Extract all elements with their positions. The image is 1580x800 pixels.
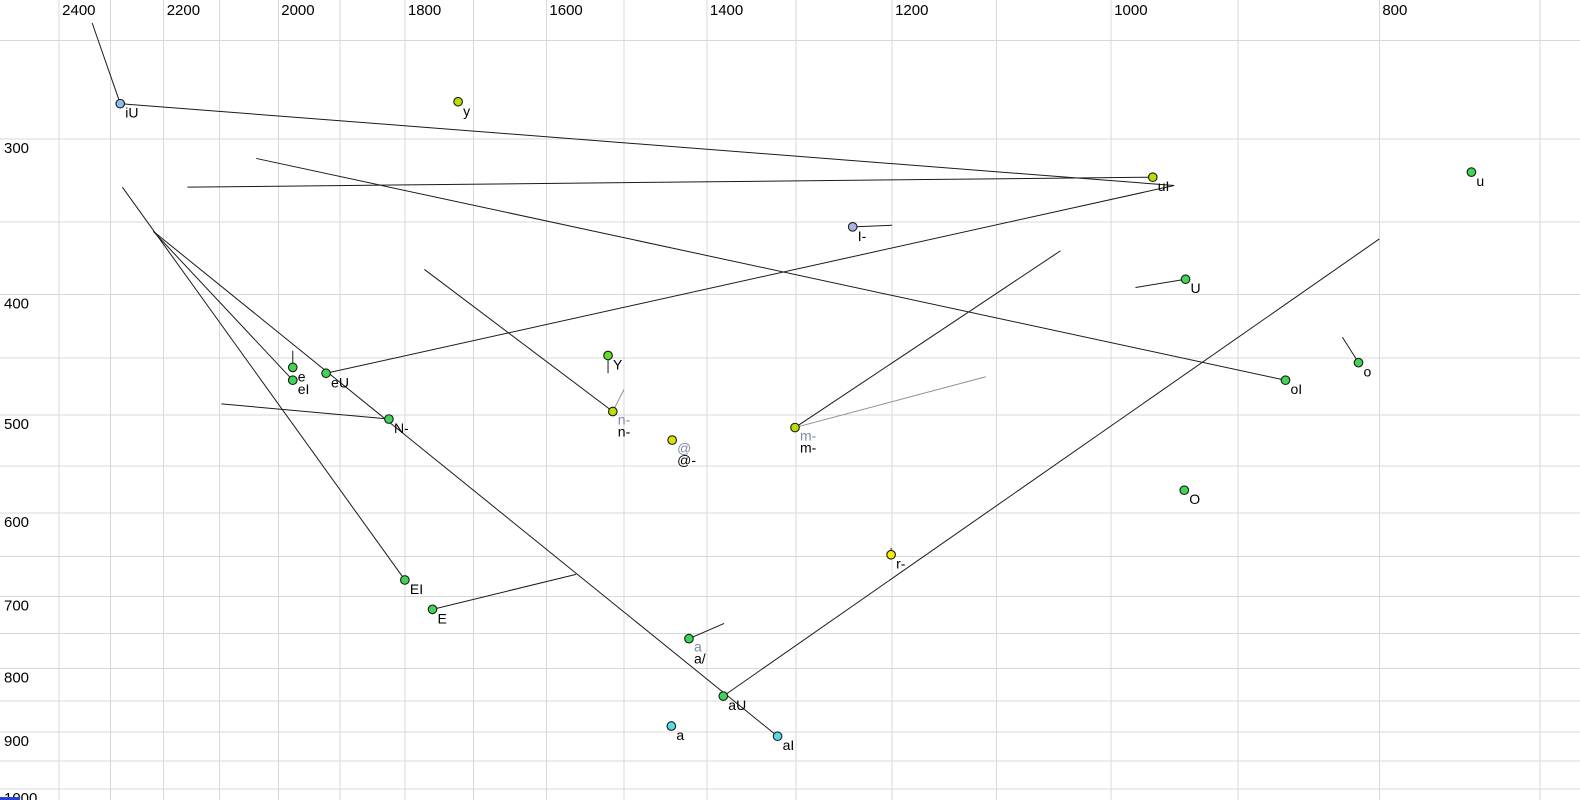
y-tick-800: 800 (4, 669, 29, 686)
y-tick-400: 400 (4, 295, 29, 312)
trajectory-U (1135, 278, 1186, 289)
label-y: y (463, 103, 470, 119)
x-tick-1200: 1200 (895, 2, 928, 19)
trajectory-o (1341, 336, 1359, 363)
trajectory-EI (121, 186, 406, 581)
point-oI[interactable] (1280, 375, 1291, 386)
label-@-: @- (677, 452, 696, 468)
y-tick-900: 900 (4, 733, 29, 750)
trajectory-iU (120, 103, 1175, 187)
point-u[interactable] (1466, 167, 1477, 178)
y-tick-700: 700 (4, 597, 29, 614)
x-tick-2400: 2400 (62, 2, 95, 19)
label-o: o (1364, 364, 1372, 380)
trajectory-eU (325, 185, 1175, 374)
point-E[interactable] (427, 604, 438, 615)
x-tick-1400: 1400 (710, 2, 743, 19)
trajectory-m--1 (794, 376, 986, 429)
x-tick-1800: 1800 (408, 2, 441, 19)
trajectory-aU (722, 238, 1380, 697)
trajectory-uI (187, 176, 1153, 188)
label-I-: I- (858, 228, 867, 244)
point-m-[interactable] (790, 422, 800, 433)
point-Y[interactable] (603, 350, 613, 361)
y-tick-1000: 1000 (4, 790, 37, 800)
x-tick-800: 800 (1382, 2, 1407, 19)
label-O: O (1189, 491, 1200, 507)
label-uI: uI (1158, 178, 1170, 194)
label-r-: r- (896, 556, 906, 572)
point-e[interactable] (287, 362, 298, 373)
trajectory-I- (852, 224, 893, 228)
x-tick-2000: 2000 (281, 2, 314, 19)
axis-tick-labels: 2400 2200 2000 1800 1600 1400 1200 1000 800 300 40… (4, 2, 1407, 800)
point-U[interactable] (1180, 274, 1191, 285)
point-iU[interactable] (115, 98, 126, 109)
gray-label-n-: n- (618, 412, 631, 428)
point-o[interactable] (1353, 357, 1364, 368)
x-tick-1600: 1600 (549, 2, 582, 19)
label-aU: aU (728, 697, 746, 713)
trajectory-m- (794, 250, 1061, 428)
label-eU: eU (331, 374, 349, 390)
point-aU[interactable] (718, 691, 729, 701)
point-a[interactable] (666, 721, 677, 731)
trajectory-n- (424, 269, 614, 412)
point-y[interactable] (453, 96, 463, 107)
point-EI[interactable] (400, 575, 410, 585)
point-I-[interactable] (847, 221, 858, 232)
trajectory-oI (256, 157, 1286, 381)
trajectory-eI (153, 231, 294, 381)
label-U: U (1191, 280, 1201, 296)
point-O[interactable] (1179, 485, 1190, 496)
trajectory-a/ (688, 623, 725, 640)
x-tick-1000: 1000 (1114, 2, 1147, 19)
trajectory-lines (91, 22, 1380, 737)
label-EI: EI (410, 581, 423, 597)
point-@-[interactable] (667, 435, 678, 445)
label-E: E (438, 610, 447, 626)
window-edge-fragment (0, 797, 20, 800)
point-aI[interactable] (772, 731, 783, 742)
gray-label-m-: m- (800, 428, 817, 444)
label-aI: aI (783, 737, 795, 753)
point-a/[interactable] (684, 633, 694, 644)
point-n-[interactable] (607, 406, 618, 417)
label-n-: n- (618, 424, 631, 440)
gray-label-@-: @ (677, 440, 691, 456)
point-uI[interactable] (1147, 172, 1158, 183)
label-e: e (298, 368, 306, 384)
x-tick-2200: 2200 (167, 2, 200, 19)
data-points (115, 96, 1477, 742)
label-m-: m- (800, 440, 817, 456)
point-N-[interactable] (384, 414, 394, 424)
point-r-[interactable] (886, 549, 896, 560)
y-tick-600: 600 (4, 514, 29, 531)
label-oI: oI (1290, 381, 1302, 397)
trajectory-aI (153, 231, 778, 737)
y-tick-500: 500 (4, 416, 29, 433)
label-u: u (1476, 173, 1484, 189)
label-Y: Y (613, 356, 623, 372)
trajectory-E (432, 573, 577, 610)
y-tick-300: 300 (4, 140, 29, 157)
label-eI: eI (298, 381, 310, 397)
label-iU: iU (125, 105, 138, 121)
trajectory-N- (221, 403, 389, 420)
point-eI[interactable] (287, 375, 298, 386)
point-eU[interactable] (321, 368, 331, 379)
gray-label-a/: a (694, 639, 702, 655)
label-a: a (676, 727, 684, 743)
trajectory-iU-1 (91, 22, 121, 104)
label-a/: a/ (694, 651, 706, 667)
label-N-: N- (394, 420, 409, 436)
